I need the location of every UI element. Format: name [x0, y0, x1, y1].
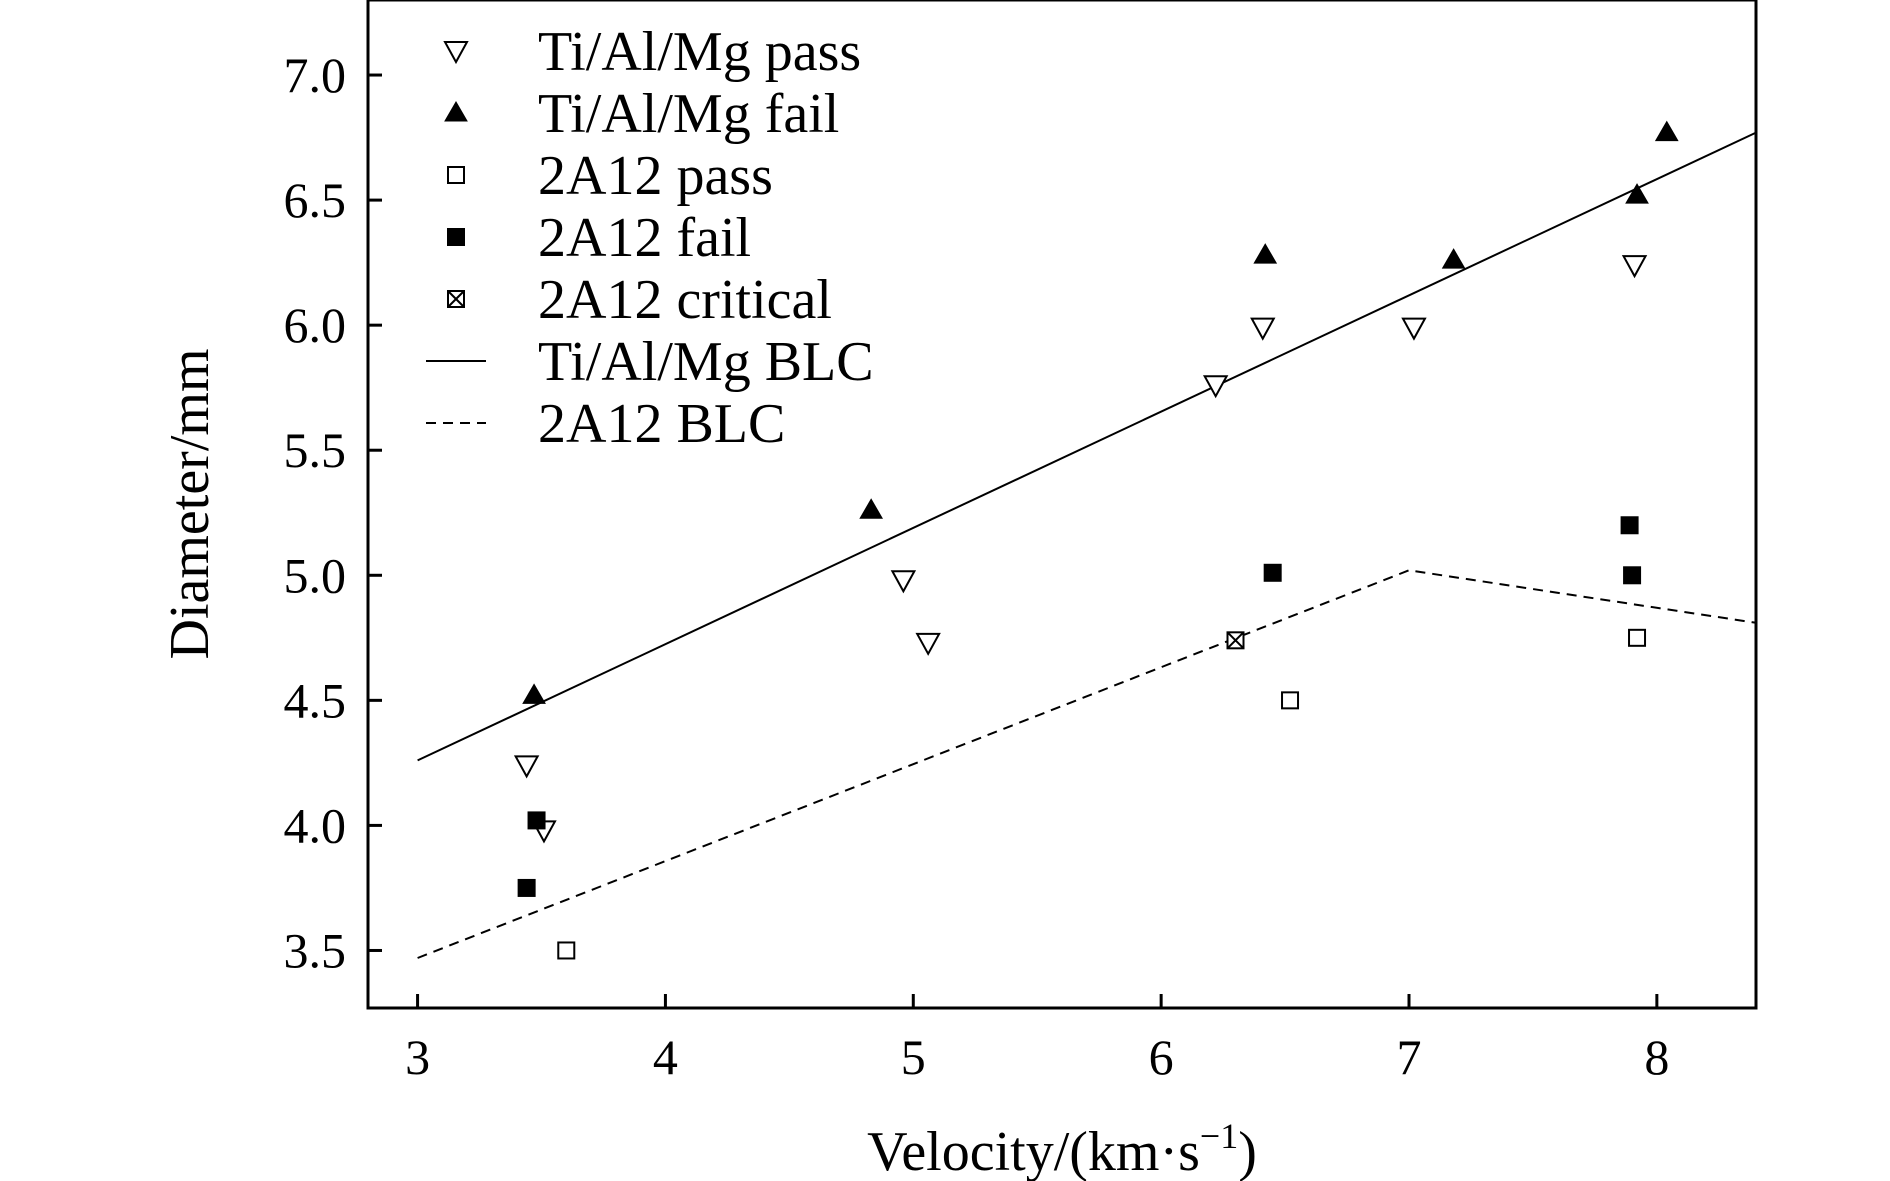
x-axis-ticks: 3 4 5 6 7 8 — [405, 994, 1669, 1085]
legend-swatch-4 — [447, 290, 465, 308]
y-tick-label: 6.5 — [284, 172, 347, 228]
data-point-s1-p1 — [859, 498, 884, 519]
data-point-s3-p0 — [517, 878, 536, 897]
x-axis-title: Velocity/(km·s−1) — [867, 1116, 1257, 1181]
data-point-s0-p6 — [1401, 317, 1427, 341]
data-point-s1-p5 — [1654, 120, 1679, 142]
data-point-s3-p2 — [1263, 563, 1282, 582]
data-points — [513, 120, 1679, 960]
legend-label: 2A12 fail — [538, 207, 751, 269]
x-axis-title-close: ) — [1238, 1121, 1257, 1181]
x-axis-title-main: Velocity/(km·s — [867, 1121, 1200, 1181]
legend-swatch-0 — [443, 41, 469, 65]
y-tick-label: 7.0 — [284, 47, 347, 103]
data-point-s1-p4 — [1625, 183, 1649, 204]
data-point-s0-p0 — [513, 755, 540, 779]
data-point-s2-p1 — [1281, 691, 1300, 710]
data-point-s1-p3 — [1441, 248, 1466, 269]
x-tick-label: 6 — [1149, 1029, 1174, 1085]
data-point-s4-p0 — [1226, 631, 1245, 650]
x-tick-label: 7 — [1397, 1029, 1422, 1085]
y-tick-label: 5.0 — [284, 547, 347, 603]
legend-swatch-3 — [447, 228, 465, 246]
legend-swatch-1 — [444, 101, 468, 122]
data-point-s0-p2 — [890, 570, 917, 594]
series-line-5 — [417, 131, 1757, 762]
series-line-6 — [417, 569, 1757, 959]
data-point-s0-p3 — [915, 632, 941, 656]
x-tick-label: 4 — [653, 1029, 678, 1085]
legend-label: Ti/Al/Mg fail — [538, 83, 839, 145]
x-tick-label: 3 — [405, 1029, 430, 1085]
legend-label: 2A12 BLC — [538, 393, 785, 455]
y-axis-ticks: 3.5 4.0 4.5 5.0 5.5 6.0 6.5 7.0 — [284, 47, 382, 978]
legend-label: Ti/Al/Mg pass — [538, 21, 861, 83]
data-point-s0-p5 — [1250, 317, 1276, 341]
y-tick-label: 6.0 — [284, 297, 347, 353]
data-point-s3-p1 — [527, 811, 546, 830]
data-point-s1-p0 — [522, 683, 546, 704]
data-point-s2-p0 — [557, 941, 576, 960]
y-axis-title: Diameter/mm — [159, 348, 221, 659]
data-point-s1-p2 — [1253, 243, 1278, 264]
boundary-lines — [417, 131, 1757, 959]
data-point-s3-p4 — [1623, 566, 1642, 585]
legend-label: 2A12 pass — [538, 145, 773, 207]
legend-swatch-2 — [447, 166, 465, 184]
data-point-s0-p4 — [1202, 375, 1229, 399]
data-point-s0-p7 — [1621, 255, 1648, 279]
y-tick-label: 3.5 — [284, 922, 347, 978]
y-tick-label: 4.0 — [284, 797, 347, 853]
plot-frame — [366, 0, 1758, 1010]
y-tick-label: 4.5 — [284, 672, 347, 728]
x-tick-label: 8 — [1644, 1029, 1669, 1085]
data-point-s2-p2 — [1628, 628, 1647, 647]
x-axis-title-exponent: −1 — [1200, 1116, 1238, 1156]
x-tick-label: 5 — [901, 1029, 926, 1085]
legend-label: 2A12 critical — [538, 269, 832, 331]
y-tick-label: 5.5 — [284, 422, 347, 478]
data-point-s3-p3 — [1620, 516, 1639, 535]
legend-label: Ti/Al/Mg BLC — [538, 331, 874, 393]
